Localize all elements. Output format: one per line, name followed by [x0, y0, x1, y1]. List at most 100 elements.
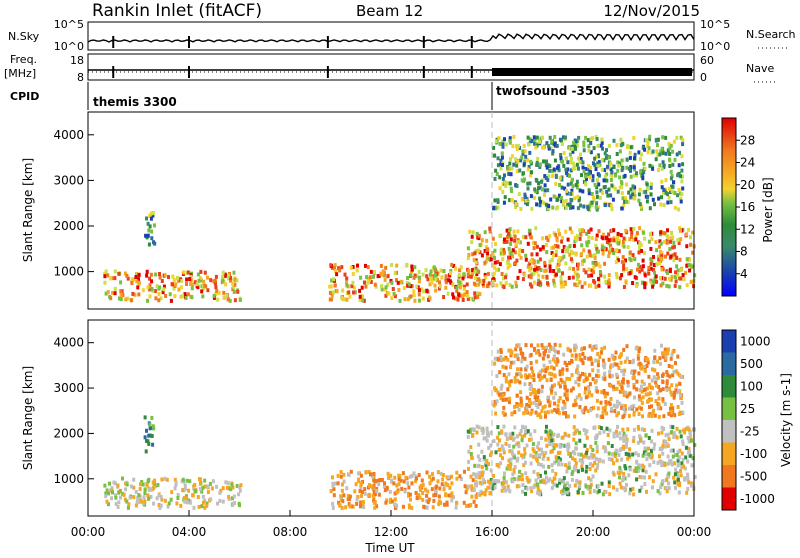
power-cell-1676 [651, 197, 655, 202]
power-cell-1495 [516, 144, 520, 149]
power-cell-281 [379, 263, 383, 268]
velocity-cell-814 [487, 446, 491, 450]
power-cell-508 [567, 275, 571, 280]
velocity-cell-1124 [620, 457, 624, 462]
velocity-cell-1517 [559, 377, 563, 382]
power-cell-99 [163, 273, 167, 278]
velocity-cell-1291 [530, 366, 534, 371]
power-cell-1024 [498, 234, 502, 239]
velocity-cell-676 [647, 446, 650, 451]
power-cell-490 [672, 240, 676, 245]
power-cell-1448 [612, 165, 616, 170]
power-cell-444 [379, 271, 383, 276]
power-cell-586 [494, 242, 497, 247]
power-cell-1181 [540, 200, 544, 205]
velocity-cell-384 [383, 488, 387, 493]
power-cell-456 [343, 272, 347, 277]
velocity-cell-1080 [585, 464, 589, 469]
power-cell-1638 [538, 199, 542, 204]
power-cell-1139 [590, 192, 594, 196]
power-cell-1169 [638, 187, 642, 192]
velocity-cell-249 [454, 505, 458, 510]
power-cell-423 [368, 275, 372, 280]
velocity-cell-1043 [485, 426, 489, 431]
velocity-cell-1156 [557, 459, 561, 464]
power-cell-1060 [509, 251, 513, 256]
power-cell-34 [104, 291, 108, 296]
power-cell-233 [455, 288, 459, 293]
power-cell-1382 [558, 137, 562, 142]
velocity-cell-1012 [552, 482, 556, 487]
power-cell-978 [470, 234, 474, 239]
velocity-cell-1533 [531, 390, 535, 395]
velocity-cell-1719 [517, 407, 521, 412]
power-cell-461 [329, 263, 333, 268]
velocity-cell-126 [157, 503, 161, 507]
power-cell-1537 [635, 173, 639, 178]
velocity-cell-1042 [467, 459, 471, 464]
power-cb-ticklabel-3: 16 [740, 200, 755, 214]
power-cell-94 [149, 272, 153, 277]
velocity-cell-1068 [508, 432, 512, 437]
power-cell-1627 [556, 197, 560, 202]
power-cell-1120 [659, 256, 663, 261]
power-cell-1380 [664, 151, 668, 156]
power-cell-1321 [681, 142, 685, 147]
power-cell-405 [433, 268, 437, 273]
velocity-cell-47 [205, 501, 209, 506]
velocity-cell-1805 [508, 400, 511, 405]
power-cell-654 [649, 246, 653, 251]
power-cell-655 [617, 249, 621, 254]
power-cell-417 [409, 273, 413, 278]
power-cell-780 [478, 250, 482, 255]
power-cell-771 [616, 258, 620, 263]
velocity-cell-1774 [677, 411, 681, 416]
power-cell-766 [545, 274, 549, 279]
velocity-cell-902 [480, 465, 484, 470]
power-cell-194 [236, 289, 240, 294]
velocity-cell-545 [598, 431, 602, 436]
power-cell-432 [373, 282, 377, 287]
velocity-cell-1245 [549, 386, 553, 391]
power-cell-1216 [510, 154, 514, 159]
velocity-cell-394 [336, 481, 340, 486]
velocity-cell-42 [201, 494, 205, 499]
velocity-cell-801 [580, 467, 584, 472]
power-cell-225 [355, 268, 359, 273]
velocity-cell-1875 [577, 393, 581, 398]
power-cell-739 [524, 257, 528, 262]
power-cell-1786 [621, 166, 625, 171]
power-cell-177 [130, 281, 134, 285]
power-cell-33 [226, 276, 230, 281]
velocity-cell-65 [224, 480, 228, 485]
velocity-cell-1167 [640, 427, 644, 432]
velocity-cell-1842 [589, 408, 593, 413]
power-cell-710 [655, 262, 659, 267]
velocity-cell-839 [637, 466, 641, 471]
velocity-cell-1512 [523, 382, 527, 387]
power-cell-1248 [633, 196, 637, 201]
power-cell-1441 [557, 168, 561, 173]
power-cell-528 [557, 228, 561, 233]
power-cell-1445 [501, 177, 505, 181]
power-cell-524 [487, 271, 490, 276]
velocity-cell-1133 [562, 476, 566, 481]
velocity-cell-258 [410, 481, 414, 486]
velocity-cell-94 [200, 489, 204, 494]
velocity-cell-1673 [573, 414, 577, 419]
power-cell-1306 [512, 134, 516, 139]
velocity-cell-1492 [502, 357, 506, 362]
velocity-cell-1223 [592, 425, 596, 430]
power-cell-112 [233, 282, 237, 287]
power-cell-131 [109, 296, 113, 301]
velocity-cell-901 [644, 469, 648, 474]
power-cell-1021 [466, 246, 470, 251]
nave-label: Nave [746, 62, 774, 75]
power-cell-678 [651, 279, 655, 284]
velocity-cell-194 [157, 493, 161, 498]
power-cell-1650 [515, 147, 519, 152]
velocity-cell-1845 [652, 375, 656, 380]
velocity-cell-1762 [587, 386, 591, 391]
velocity-cell-1448 [508, 383, 512, 388]
velocity-cell-24 [170, 490, 174, 495]
